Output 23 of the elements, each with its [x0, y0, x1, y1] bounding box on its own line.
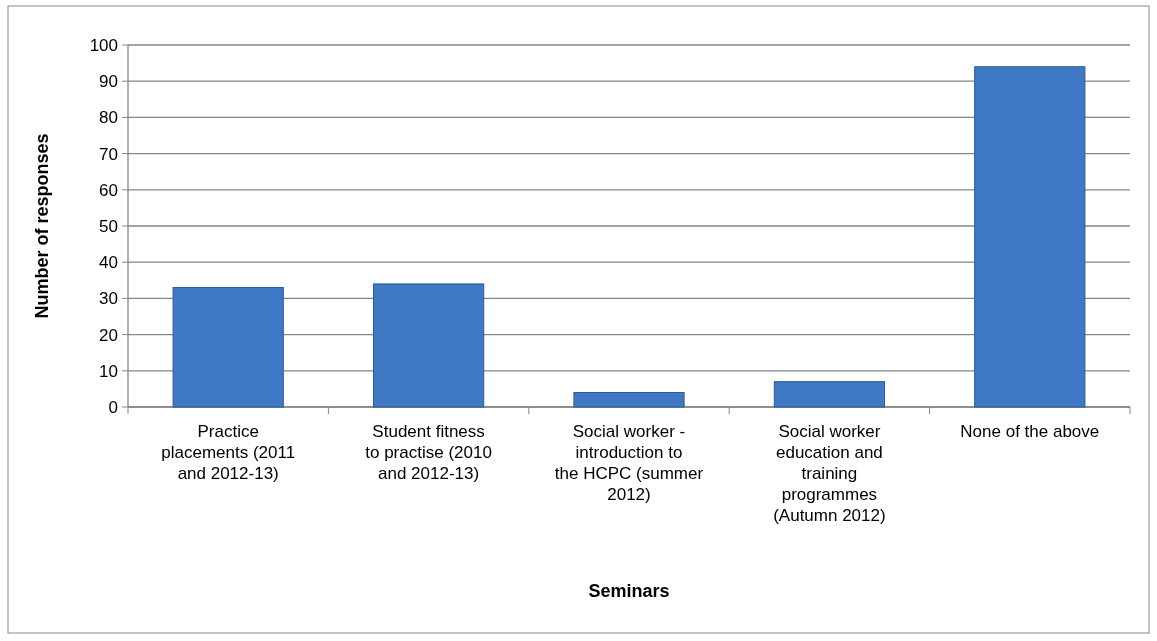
y-tick-label: 80 [99, 108, 118, 128]
y-tick-label: 10 [99, 361, 118, 381]
bar [372, 283, 485, 408]
x-tick-label: None of the above [960, 422, 1100, 441]
y-tick-label: 40 [99, 253, 118, 273]
x-tick-label: Social worker education and training programmes (Autumn 2012) [773, 422, 886, 525]
bar [172, 287, 284, 408]
y-tick-label: 70 [99, 144, 118, 164]
y-tick-label: 60 [99, 180, 118, 200]
x-tick-label: Social worker - introduction to the HCPC (summer 2012) [554, 422, 704, 504]
y-tick-label: 50 [99, 216, 118, 236]
y-tick-label: 100 [89, 35, 118, 55]
bar [974, 66, 1086, 408]
x-tick-label: Student fitness to practise (2010 and 2012-13) [365, 422, 492, 483]
x-axis-title: Seminars [588, 581, 670, 601]
y-tick-label: 30 [99, 289, 118, 309]
bar [773, 381, 886, 408]
bar [573, 392, 685, 408]
y-tick-label: 20 [99, 325, 118, 345]
x-tick-label: Practice placements (2011 and 2012-13) [161, 422, 296, 483]
y-tick-label: 90 [99, 72, 118, 92]
y-axis-title: Number of responses [32, 133, 52, 319]
y-tick-label: 0 [108, 397, 118, 417]
